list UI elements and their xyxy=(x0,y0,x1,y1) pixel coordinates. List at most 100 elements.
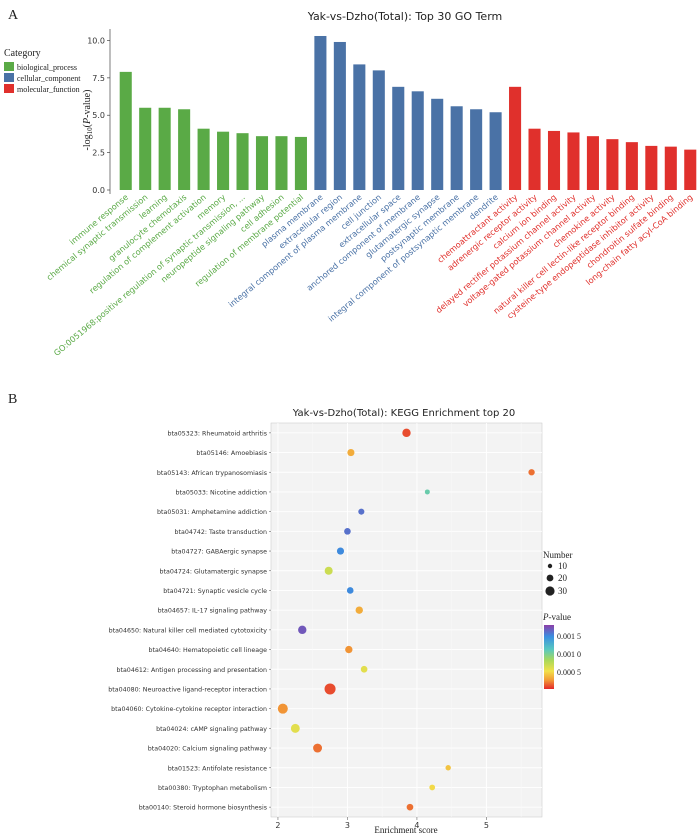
kegg-pvalue-legend: P-value 0.001 5 0.001 0 0.000 5 xyxy=(542,612,581,689)
kegg-y-label-bta01523-antifolate-resistance: bta01523: Antifolate resistance xyxy=(168,765,267,772)
kegg-point-bta05031-amphetamine-addiction xyxy=(358,508,365,515)
kegg-y-label-bta00140-steroid-hormone-biosynthesis: bta00140: Steroid hormone biosynthesis xyxy=(139,805,267,812)
kegg-chart-title: Yak-vs-Dzho(Total): KEGG Enrichment top … xyxy=(292,408,515,419)
go-bar-extracellular-space xyxy=(392,86,405,190)
kegg-x-axis-label: Enrichment score xyxy=(374,825,437,835)
kegg-y-label-bta05143-african-trypanosomiasis: bta05143: African trypanosomiasis xyxy=(157,470,267,477)
kegg-point-bta04657-il-17-signaling-pathway xyxy=(355,606,363,614)
kegg-y-label-bta04650-natural-killer-cell-mediated-cy: bta04650: Natural killer cell mediated c… xyxy=(109,627,268,634)
go-bar-long-chain-fatty-acyl-coa-binding xyxy=(684,149,697,190)
kegg-y-label-bta04024-camp-signaling-pathway: bta04024: cAMP signaling pathway xyxy=(156,726,267,733)
kegg-point-bta04640-hematopoietic-cell-lineage xyxy=(345,645,353,654)
go-bar-plasma-membrane xyxy=(314,35,327,190)
go-bar-go-0051968-positive-regulation-of-synapt xyxy=(236,133,249,190)
go-bar-chemokine-activity xyxy=(606,139,619,190)
number-legend-label-30: 30 xyxy=(558,586,568,596)
pvalue-color-bar xyxy=(544,625,554,689)
go-y-tick-label: 10.0 xyxy=(87,36,105,45)
kegg-point-bta05033-nicotine-addiction xyxy=(424,489,430,495)
go-y-axis-label: -log10(P-value) xyxy=(82,90,94,151)
go-bar-integral-component-of-plasma-membrane xyxy=(353,64,366,190)
kegg-grid xyxy=(271,423,542,817)
kegg-point-bta01523-antifolate-resistance xyxy=(445,765,451,771)
legend-label-biological-process: biological_process xyxy=(17,63,77,72)
kegg-x-tick-label: 3 xyxy=(345,821,350,830)
kegg-point-bta04060-cytokine-cytokine-receptor-inte xyxy=(277,703,288,714)
go-y-tick-label: 7.5 xyxy=(92,74,105,83)
kegg-y-label-bta05033-nicotine-addiction: bta05033: Nicotine addiction xyxy=(176,489,267,496)
kegg-y-label-bta04080-neuroactive-ligand-receptor-int: bta04080: Neuroactive ligand-receptor in… xyxy=(108,686,267,693)
go-category-legend: Category biological_process cellular_com… xyxy=(4,48,81,94)
go-bar-natural-killer-cell-lectin-like-receptor xyxy=(625,142,638,190)
kegg-point-bta00380-tryptophan-metabolism xyxy=(429,784,436,791)
go-bar-chondroitin-sulfate-binding xyxy=(664,146,677,190)
kegg-dot-plot: Yak-vs-Dzho(Total): KEGG Enrichment top … xyxy=(108,408,581,835)
go-bar-regulation-of-membrane-potential xyxy=(294,136,307,190)
go-bar-chemical-synaptic-transmission xyxy=(139,107,152,190)
go-bar-glutamatergic-synapse xyxy=(431,98,444,190)
go-bar-memory xyxy=(217,131,230,190)
go-bar-immune-response xyxy=(119,71,132,190)
kegg-y-label-bta04612-antigen-processing-and-presenta: bta04612: Antigen processing and present… xyxy=(116,667,267,674)
kegg-y-label-bta04640-hematopoietic-cell-lineage: bta04640: Hematopoietic cell lineage xyxy=(149,647,268,654)
kegg-y-label-bta04727-gabaergic-synapse: bta04727: GABAergic synapse xyxy=(171,549,267,556)
panel-a-label: A xyxy=(8,8,19,23)
go-bars xyxy=(119,35,697,190)
go-y-tick-label: 2.5 xyxy=(92,149,105,158)
kegg-y-label-bta04020-calcium-signaling-pathway: bta04020: Calcium signaling pathway xyxy=(148,746,268,753)
legend-label-cellular-component: cellular_component xyxy=(17,74,81,83)
number-legend-label-10: 10 xyxy=(558,561,568,571)
kegg-y-label-bta04724-glutamatergic-synapse: bta04724: Glutamatergic synapse xyxy=(160,568,268,575)
kegg-point-bta04727-gabaergic-synapse xyxy=(336,547,345,555)
go-bar-voltage-gated-potassium-channel-activity xyxy=(586,136,599,190)
go-bar-calcium-ion-binding xyxy=(547,130,561,190)
kegg-y-label-bta05031-amphetamine-addiction: bta05031: Amphetamine addiction xyxy=(157,509,267,516)
go-bar-dendrite xyxy=(489,112,502,190)
kegg-point-bta05146-amoebiasis xyxy=(347,448,355,457)
go-bar-neuropeptide-signaling-pathway xyxy=(255,136,269,190)
go-bar-adrenergic-receptor-activity xyxy=(528,128,541,190)
number-legend-dot-10 xyxy=(547,563,553,569)
go-y-axis: 0.0 2.5 5.0 7.5 10.0 xyxy=(87,29,111,195)
number-legend-label-20: 20 xyxy=(558,573,568,583)
go-y-tick-label: 0.0 xyxy=(92,186,105,195)
kegg-y-label-bta04721-synaptic-vesicle-cycle: bta04721: Synaptic vesicle cycle xyxy=(163,588,267,595)
kegg-y-label-bta00380-tryptophan-metabolism: bta00380: Tryptophan metabolism xyxy=(158,785,267,792)
kegg-points xyxy=(277,428,535,811)
go-bar-cell-junction xyxy=(372,70,385,190)
go-bar-granulocyte-chemotaxis xyxy=(178,109,191,190)
kegg-x-tick-label: 2 xyxy=(275,821,280,830)
go-bar-extracellular-region xyxy=(333,41,346,190)
go-x-label-go-0051968-positive-regulation-of-synapt: GO:0051968:positive regulation of synapt… xyxy=(52,192,247,358)
legend-swatch-cellular-component xyxy=(4,73,14,82)
kegg-y-label-bta05146-amoebiasis: bta05146: Amoebiasis xyxy=(196,450,267,457)
kegg-x-axis: 2 3 4 5 xyxy=(275,817,489,830)
go-bar-cysteine-type-endopeptidase-inhibitor-ac xyxy=(645,145,658,190)
kegg-point-bta00140-steroid-hormone-biosynthesis xyxy=(406,803,414,811)
pvalue-legend-label-2: 0.001 0 xyxy=(557,650,581,659)
go-legend-title: Category xyxy=(4,48,41,59)
kegg-point-bta04650-natural-killer-cell-mediated-cy xyxy=(298,625,307,635)
go-bar-integral-component-of-postsynaptic-membr xyxy=(470,109,483,190)
go-bar-postsynaptic-membrane xyxy=(450,106,463,190)
kegg-y-label-bta04060-cytokine-cytokine-receptor-inte: bta04060: Cytokine-cytokine receptor int… xyxy=(111,706,267,713)
number-legend-dot-20 xyxy=(546,574,554,582)
legend-swatch-biological-process xyxy=(4,62,14,71)
kegg-point-bta04612-antigen-processing-and-presenta xyxy=(360,665,368,673)
kegg-y-label-bta04657-il-17-signaling-pathway: bta04657: IL-17 signaling pathway xyxy=(158,608,268,615)
kegg-x-tick-label: 4 xyxy=(414,821,419,830)
go-bar-anchored-component-of-membrane xyxy=(411,91,424,190)
pvalue-legend-title: P-value xyxy=(542,612,571,622)
number-legend-title: Number xyxy=(543,550,573,560)
legend-swatch-molecular-function xyxy=(4,84,14,93)
kegg-number-legend: Number 10 20 30 xyxy=(543,550,573,596)
go-chart-title: Yak-vs-Dzho(Total): Top 30 GO Term xyxy=(307,10,503,23)
kegg-point-bta05143-african-trypanosomiasis xyxy=(528,469,535,476)
kegg-y-label-bta04742-taste-transduction: bta04742: Taste transduction xyxy=(175,529,267,536)
kegg-plot-area xyxy=(270,422,543,818)
go-bar-chart: Yak-vs-Dzho(Total): Top 30 GO Term 0.0 2.… xyxy=(4,10,700,358)
go-bar-cell-adhesion xyxy=(275,136,288,190)
panel-b-label: B xyxy=(8,392,17,407)
kegg-point-bta04080-neuroactive-ligand-receptor-int xyxy=(324,683,336,695)
